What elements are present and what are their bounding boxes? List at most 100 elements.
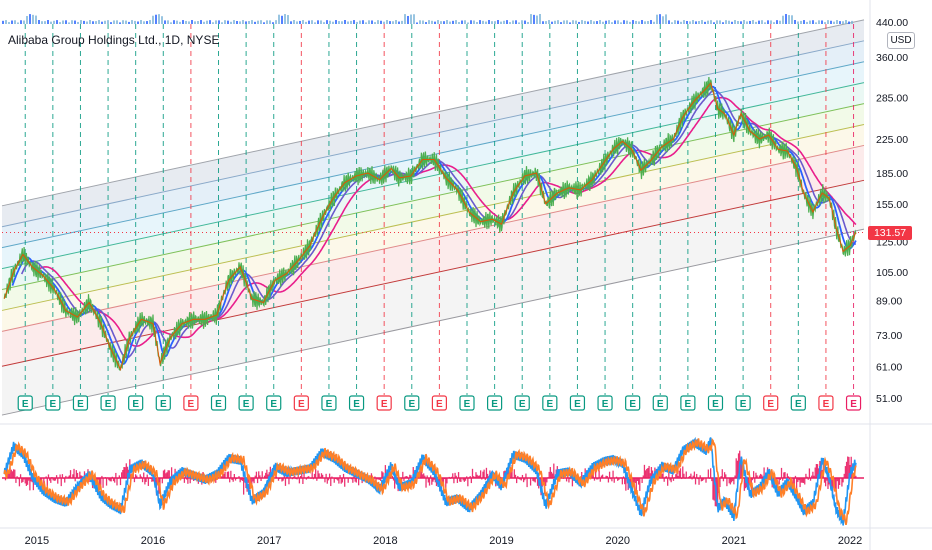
earnings-marker[interactable]: E [514, 395, 530, 411]
volume-bar [755, 21, 757, 24]
earnings-marker[interactable]: E [652, 395, 668, 411]
volume-bar [461, 20, 463, 24]
volume-bar [422, 20, 424, 24]
earnings-marker[interactable]: E [542, 395, 558, 411]
earnings-marker[interactable]: E [17, 395, 33, 411]
volume-bar [338, 21, 340, 24]
earnings-badge [569, 395, 586, 411]
volume-bar [50, 21, 52, 24]
volume-bar [503, 20, 505, 24]
earnings-marker[interactable]: E [128, 395, 144, 411]
earnings-label: E [685, 399, 692, 410]
earnings-badge [45, 395, 61, 411]
earnings-badge [238, 395, 254, 411]
volume-bar [314, 22, 316, 24]
volume-bar [698, 20, 700, 24]
earnings-marker[interactable]: E [680, 395, 696, 411]
earnings-badge [128, 395, 144, 411]
volume-bar [785, 14, 787, 24]
volume-bar [725, 20, 727, 24]
earnings-badge [790, 395, 806, 411]
volume-bar [302, 20, 304, 24]
earnings-marker[interactable]: E [183, 395, 199, 411]
earnings-badge [17, 395, 33, 411]
earnings-marker[interactable]: E [763, 395, 779, 411]
earnings-marker[interactable]: E [376, 395, 392, 411]
price-series [3, 76, 857, 371]
volume-bar [236, 20, 238, 24]
earnings-marker[interactable]: E [45, 395, 61, 411]
volume-bar [467, 22, 469, 24]
volume-bar [731, 21, 733, 24]
volume-bar [152, 15, 154, 24]
volume-bar [674, 20, 676, 24]
volume-bar [545, 21, 547, 24]
volume-bar [713, 22, 715, 24]
earnings-marker[interactable]: E [293, 395, 309, 411]
earnings-label: E [408, 399, 415, 410]
earnings-marker[interactable]: E [597, 395, 613, 411]
volume-bar [218, 20, 220, 24]
volume-bar [44, 21, 46, 24]
earnings-marker[interactable]: E [569, 395, 586, 411]
volume-bar [548, 20, 550, 24]
earnings-marker[interactable]: E [210, 395, 227, 411]
earnings-badge [818, 395, 834, 411]
currency-badge[interactable]: USD [887, 32, 915, 49]
earnings-marker[interactable]: E [266, 395, 282, 411]
volume-bar [575, 20, 577, 24]
volume-bar [188, 21, 190, 24]
earnings-marker[interactable]: E [72, 395, 89, 411]
earnings-marker[interactable]: E [404, 395, 420, 411]
earnings-marker[interactable]: E [487, 395, 503, 411]
volume-bar [506, 20, 508, 24]
volume-bar [821, 20, 823, 24]
price-axis: 440.00360.00285.00225.00185.00155.00125.… [876, 17, 908, 405]
volume-bar [350, 20, 352, 24]
volume-bar [140, 20, 142, 24]
earnings-marker[interactable]: E [707, 395, 724, 411]
volume-bar [596, 21, 598, 24]
earnings-marker[interactable]: E [100, 395, 116, 411]
earnings-label: E [50, 399, 57, 410]
volume-bar [488, 20, 490, 24]
volume-bar [143, 21, 145, 24]
volume-bar [632, 20, 634, 24]
earnings-marker[interactable]: E [238, 395, 254, 411]
volume-bar [365, 22, 367, 24]
volume-bar [11, 20, 13, 24]
price-tick-label: 360.00 [876, 52, 908, 64]
earnings-badge [459, 395, 475, 411]
volume-bar [770, 20, 772, 24]
volume-bar [224, 20, 226, 24]
volume-bar [665, 14, 667, 24]
earnings-marker[interactable]: E [348, 395, 365, 411]
earnings-marker[interactable]: E [818, 395, 834, 411]
volume-bar [521, 20, 523, 24]
earnings-marker[interactable]: E [155, 395, 171, 411]
last-price-tag: 131.57 [868, 226, 912, 240]
volume-bar [98, 20, 100, 24]
volume-bar [167, 20, 169, 24]
earnings-marker[interactable]: E [790, 395, 806, 411]
volume-bar [446, 20, 448, 24]
channel-band [2, 40, 864, 248]
volume-bar [5, 20, 7, 24]
volume-bar [311, 20, 313, 24]
earnings-marker[interactable]: E [625, 395, 641, 411]
volume-bar [389, 21, 391, 24]
volume-bar [512, 20, 514, 24]
earnings-marker[interactable]: E [845, 395, 862, 411]
earnings-marker[interactable]: E [321, 395, 337, 411]
earnings-badge [735, 395, 751, 411]
earnings-marker[interactable]: E [459, 395, 475, 411]
earnings-marker[interactable]: E [735, 395, 751, 411]
volume-bar [701, 20, 703, 24]
price-tick-label: 225.00 [876, 134, 908, 146]
volume-bar [758, 20, 760, 24]
volume-bar [329, 20, 331, 24]
price-tick-label: 155.00 [876, 199, 908, 211]
earnings-label: E [795, 399, 802, 410]
earnings-marker[interactable]: E [431, 395, 447, 411]
